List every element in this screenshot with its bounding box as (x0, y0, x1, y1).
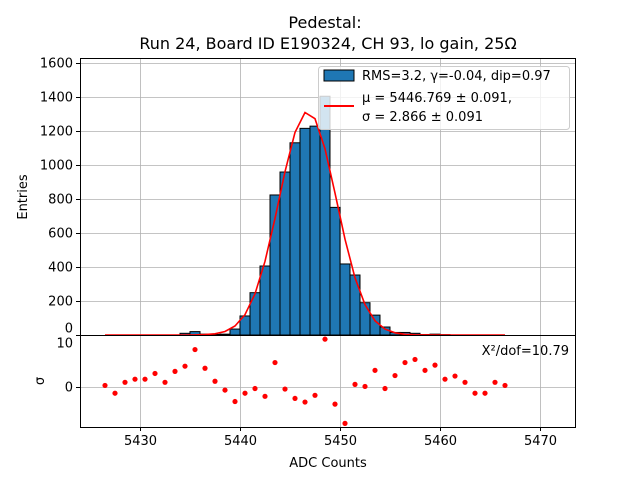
chi2-annotation: X²/dof=10.79 (482, 344, 569, 359)
histogram-bar (340, 264, 350, 335)
y-tick-label: 400 (48, 261, 73, 276)
residual-point (272, 360, 277, 365)
residual-point (132, 377, 137, 382)
residual-point (262, 394, 267, 399)
histogram-bar (230, 329, 240, 335)
residual-y-tick-label: 10 (56, 337, 73, 352)
residual-point (352, 382, 357, 387)
histogram-bar (280, 172, 290, 335)
residual-point (312, 393, 317, 398)
histogram-bar (370, 315, 380, 335)
residual-point (172, 369, 177, 374)
y-tick-label: 600 (48, 227, 73, 242)
y-tick-label: 200 (48, 295, 73, 310)
legend-entry-sigma: σ = 2.866 ± 0.091 (362, 110, 483, 125)
x-tick-label: 5450 (324, 434, 357, 449)
y-tick-label: 800 (48, 193, 73, 208)
residual-point (232, 399, 237, 404)
residual-point (342, 421, 347, 426)
x-tick-label: 5440 (224, 434, 257, 449)
residual-point (452, 373, 457, 378)
legend: RMS=3.2, γ=-0.04, dip=0.97 μ = 5446.769 … (319, 67, 570, 130)
residual-point (102, 383, 107, 388)
residual-point (462, 380, 467, 385)
residual-point (302, 399, 307, 404)
residual-point (442, 377, 447, 382)
residual-point (192, 347, 197, 352)
residual-point (382, 386, 387, 391)
histogram-bar (320, 96, 330, 335)
residual-point (362, 384, 367, 389)
histogram-bar (350, 275, 360, 335)
residual-point (422, 368, 427, 373)
chart-title: Pedestal: (288, 13, 361, 32)
y-tick-label: 0 (65, 322, 73, 337)
residual-point (252, 386, 257, 391)
residual-point (432, 363, 437, 368)
residual-point (282, 386, 287, 391)
residual-point (142, 377, 147, 382)
residual-point (472, 391, 477, 396)
y-axis-label: Entries (16, 174, 31, 220)
residual-point (392, 373, 397, 378)
residual-point (402, 360, 407, 365)
residual-point (242, 391, 247, 396)
residual-point (182, 364, 187, 369)
x-axis-label: ADC Counts (289, 456, 367, 471)
histogram-bar (260, 266, 270, 335)
residual-point (502, 383, 507, 388)
chart-subtitle: Run 24, Board ID E190324, CH 93, lo gain… (139, 34, 516, 53)
legend-entry-histogram: RMS=3.2, γ=-0.04, dip=0.97 (362, 69, 551, 84)
residual-point (482, 391, 487, 396)
residual-point (202, 366, 207, 371)
residual-point (372, 368, 377, 373)
residual-point (492, 380, 497, 385)
histogram-bar (300, 128, 310, 335)
y-tick-label: 1000 (40, 159, 73, 174)
residual-point (322, 337, 327, 342)
y-tick-label: 1200 (40, 125, 73, 140)
y-tick-label: 1600 (40, 57, 73, 72)
x-tick-label: 5430 (124, 434, 157, 449)
histogram-bar (220, 334, 230, 335)
residual-y-label: σ (33, 377, 48, 385)
histogram-bar (360, 303, 370, 335)
histogram-bar (310, 126, 320, 335)
residual-point (152, 371, 157, 376)
residual-point (212, 379, 217, 384)
legend-bar-swatch (324, 70, 354, 81)
residual-point (162, 380, 167, 385)
residual-point (222, 387, 227, 392)
residual-point (292, 396, 297, 401)
residual-point (112, 391, 117, 396)
histogram-bar (290, 143, 300, 335)
residual-point (412, 357, 417, 362)
residual-y-tick-label: 0 (65, 381, 73, 396)
residual-point (122, 380, 127, 385)
y-tick-label: 1400 (40, 91, 73, 106)
histogram-bar (250, 293, 260, 335)
x-tick-label: 5470 (524, 434, 557, 449)
legend-entry-mu: μ = 5446.769 ± 0.091, (362, 91, 512, 106)
residual-point (332, 402, 337, 407)
histogram-bar (330, 207, 340, 335)
x-tick-label: 5460 (424, 434, 457, 449)
